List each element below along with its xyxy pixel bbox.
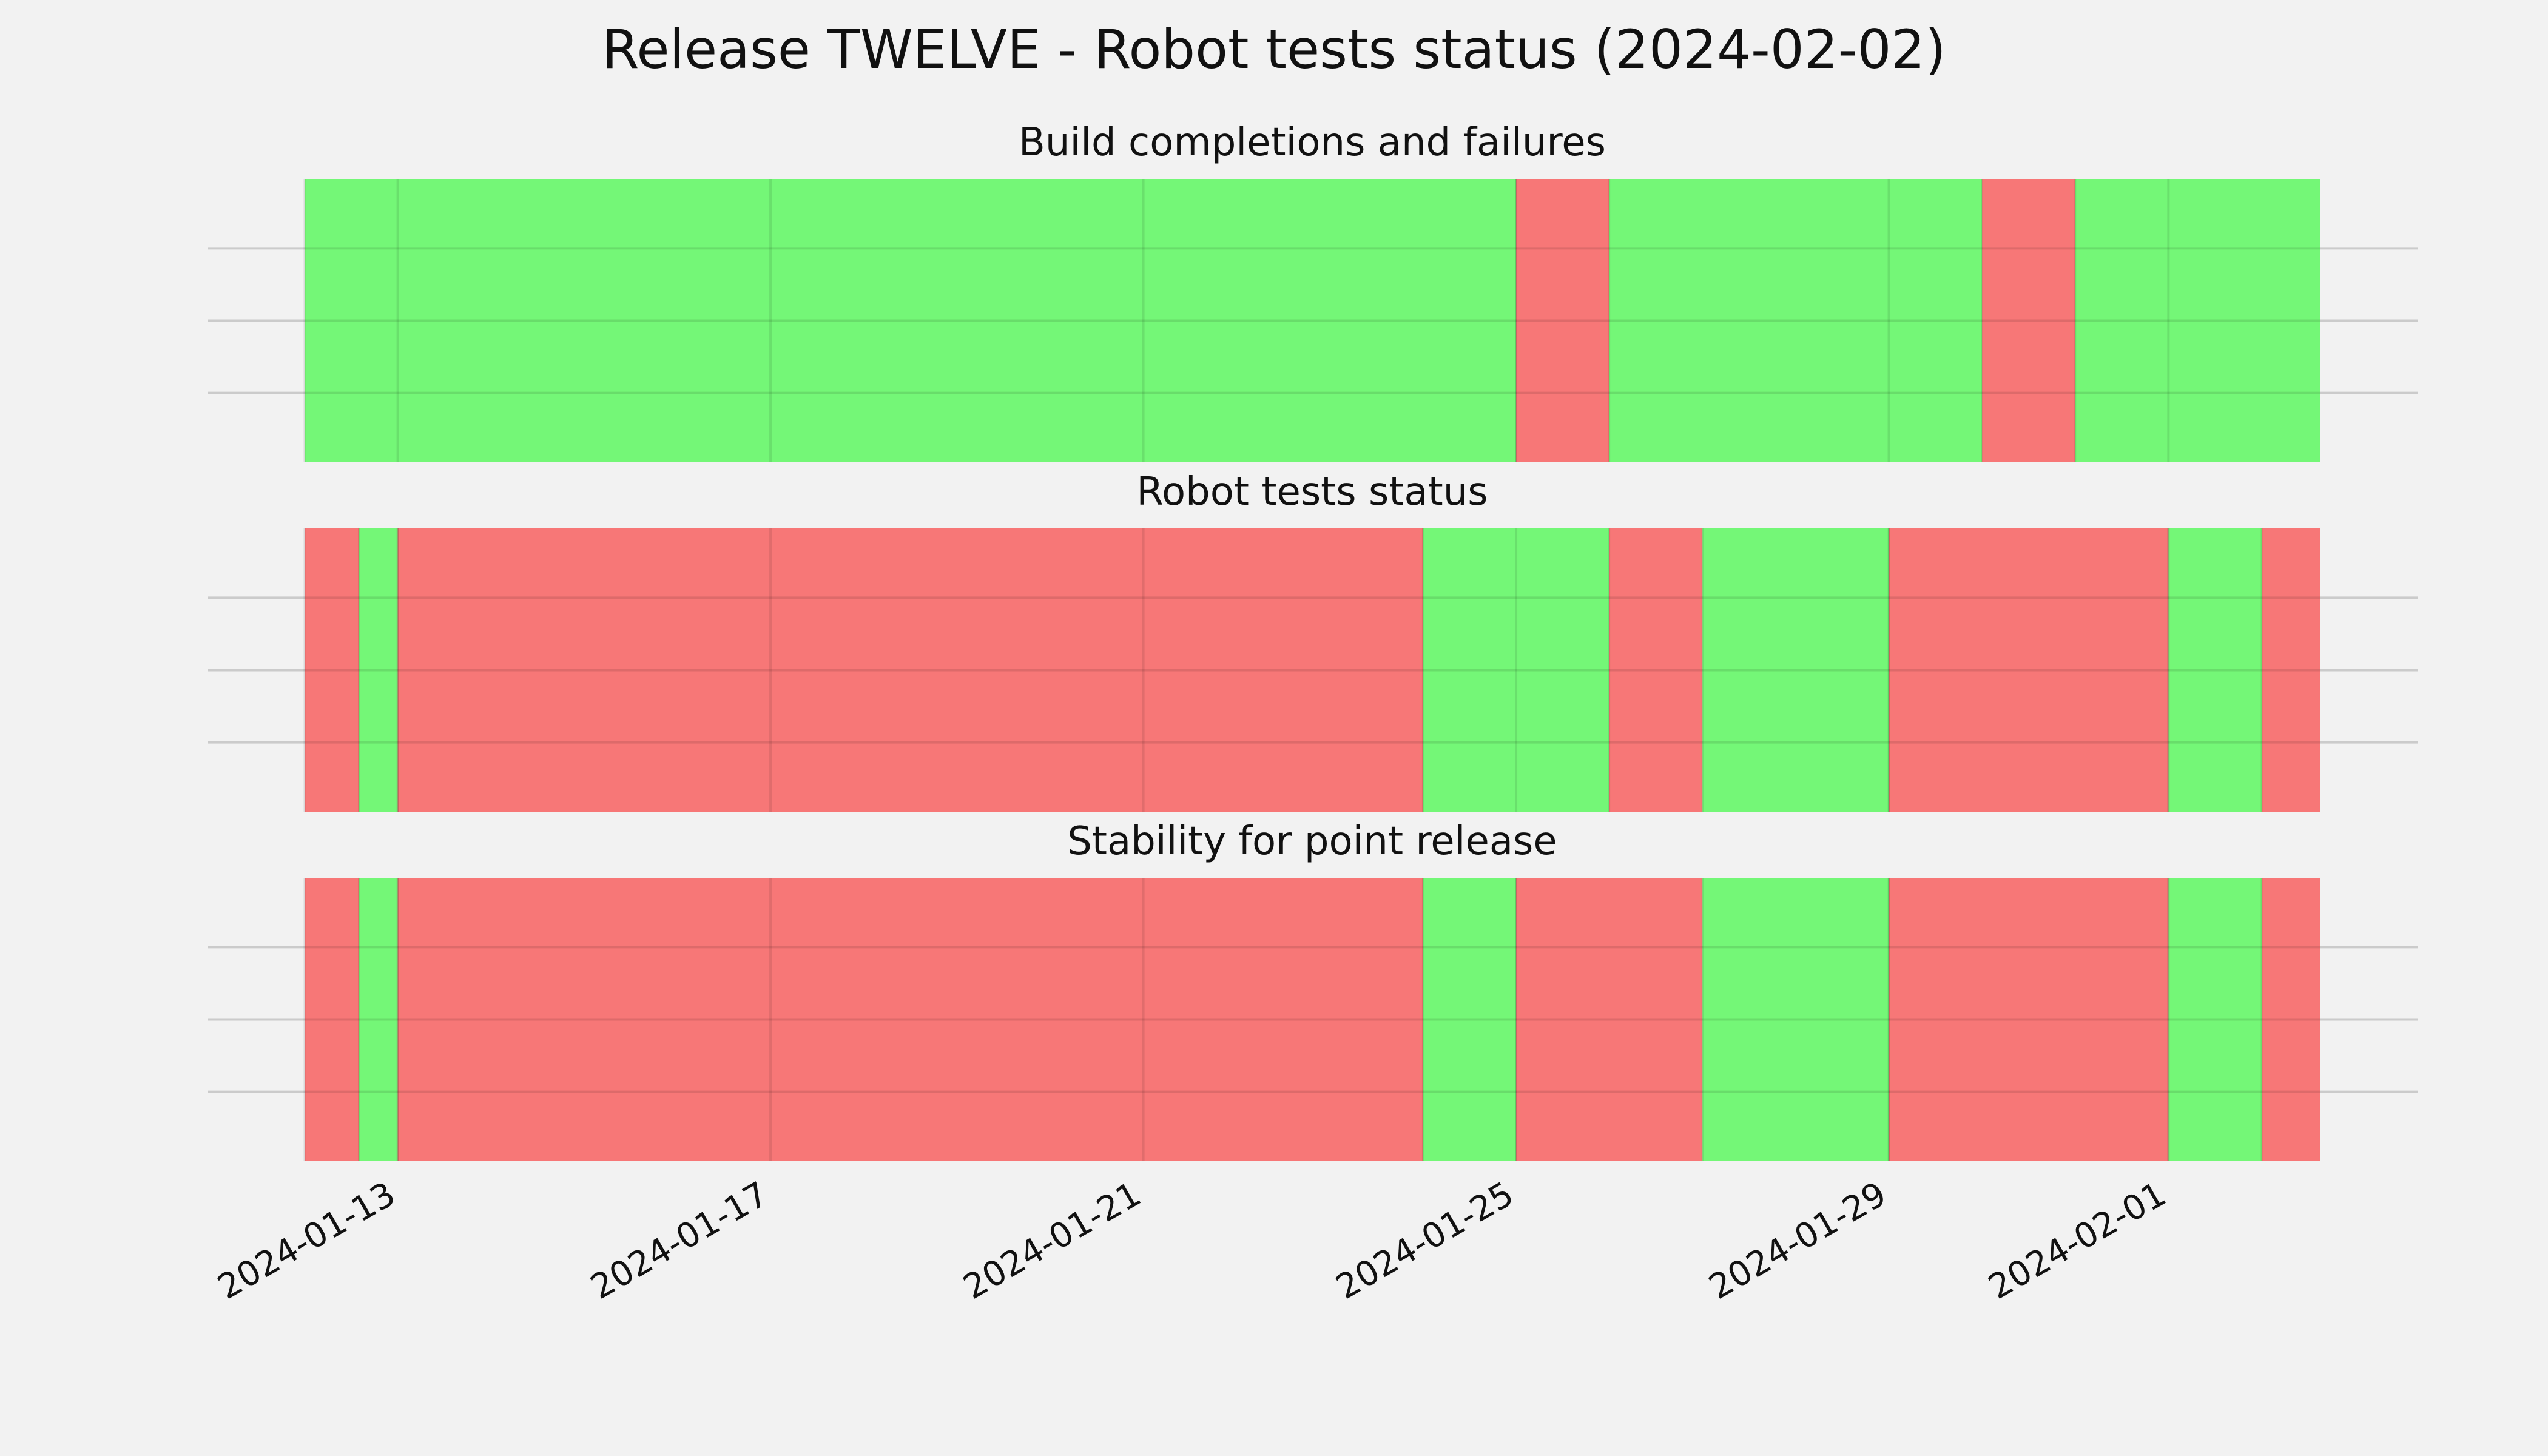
chart-title: Release TWELVE - Robot tests status (202… [602, 18, 1946, 81]
status-segment-fail [1609, 528, 1703, 812]
panels-layer: Build completions and failures Robot test… [208, 120, 2418, 1161]
status-segment-fail [305, 528, 359, 812]
status-segment-fail [397, 878, 1423, 1161]
x-axis-ticks: 2024-01-13 2024-01-17 2024-01-21 2024-01-25… [211, 1175, 2172, 1307]
status-segment-fail [1516, 179, 1609, 462]
status-segment-fail [1889, 528, 2169, 812]
x-tick-label: 2024-01-25 [1330, 1175, 1520, 1307]
panel-3: Stability for point release [208, 819, 2418, 1161]
status-segment-pass [2168, 878, 2262, 1161]
status-segment-pass [1423, 878, 1517, 1161]
status-segment-pass [2075, 179, 2320, 462]
status-segment-pass [1423, 528, 1609, 812]
status-segment-fail [2261, 878, 2320, 1161]
x-tick-label: 2024-02-01 [1982, 1175, 2172, 1307]
status-segment-pass [359, 878, 398, 1161]
status-segment-fail [1982, 179, 2075, 462]
panel-title: Robot tests status [1136, 470, 1488, 514]
status-segment-pass [1702, 528, 1889, 812]
status-segment-pass [1702, 878, 1889, 1161]
panel-title: Stability for point release [1067, 819, 1557, 864]
status-segment-fail [1889, 878, 2169, 1161]
panel-1: Build completions and failures [208, 120, 2418, 462]
status-segment-pass [1609, 179, 1983, 462]
x-tick-label: 2024-01-21 [957, 1175, 1147, 1307]
status-segment-pass [2168, 528, 2262, 812]
panel-2: Robot tests status [208, 470, 2418, 812]
status-segment-fail [397, 528, 1423, 812]
panel-title: Build completions and failures [1019, 120, 1606, 165]
x-tick-label: 2024-01-29 [1702, 1175, 1893, 1307]
status-segment-fail [1516, 878, 1703, 1161]
status-segment-fail [305, 878, 359, 1161]
status-segment-fail [2261, 528, 2320, 812]
x-tick-label: 2024-01-13 [211, 1175, 402, 1307]
x-tick-label: 2024-01-17 [584, 1175, 775, 1307]
status-segment-pass [359, 528, 398, 812]
status-segment-pass [305, 179, 1517, 462]
